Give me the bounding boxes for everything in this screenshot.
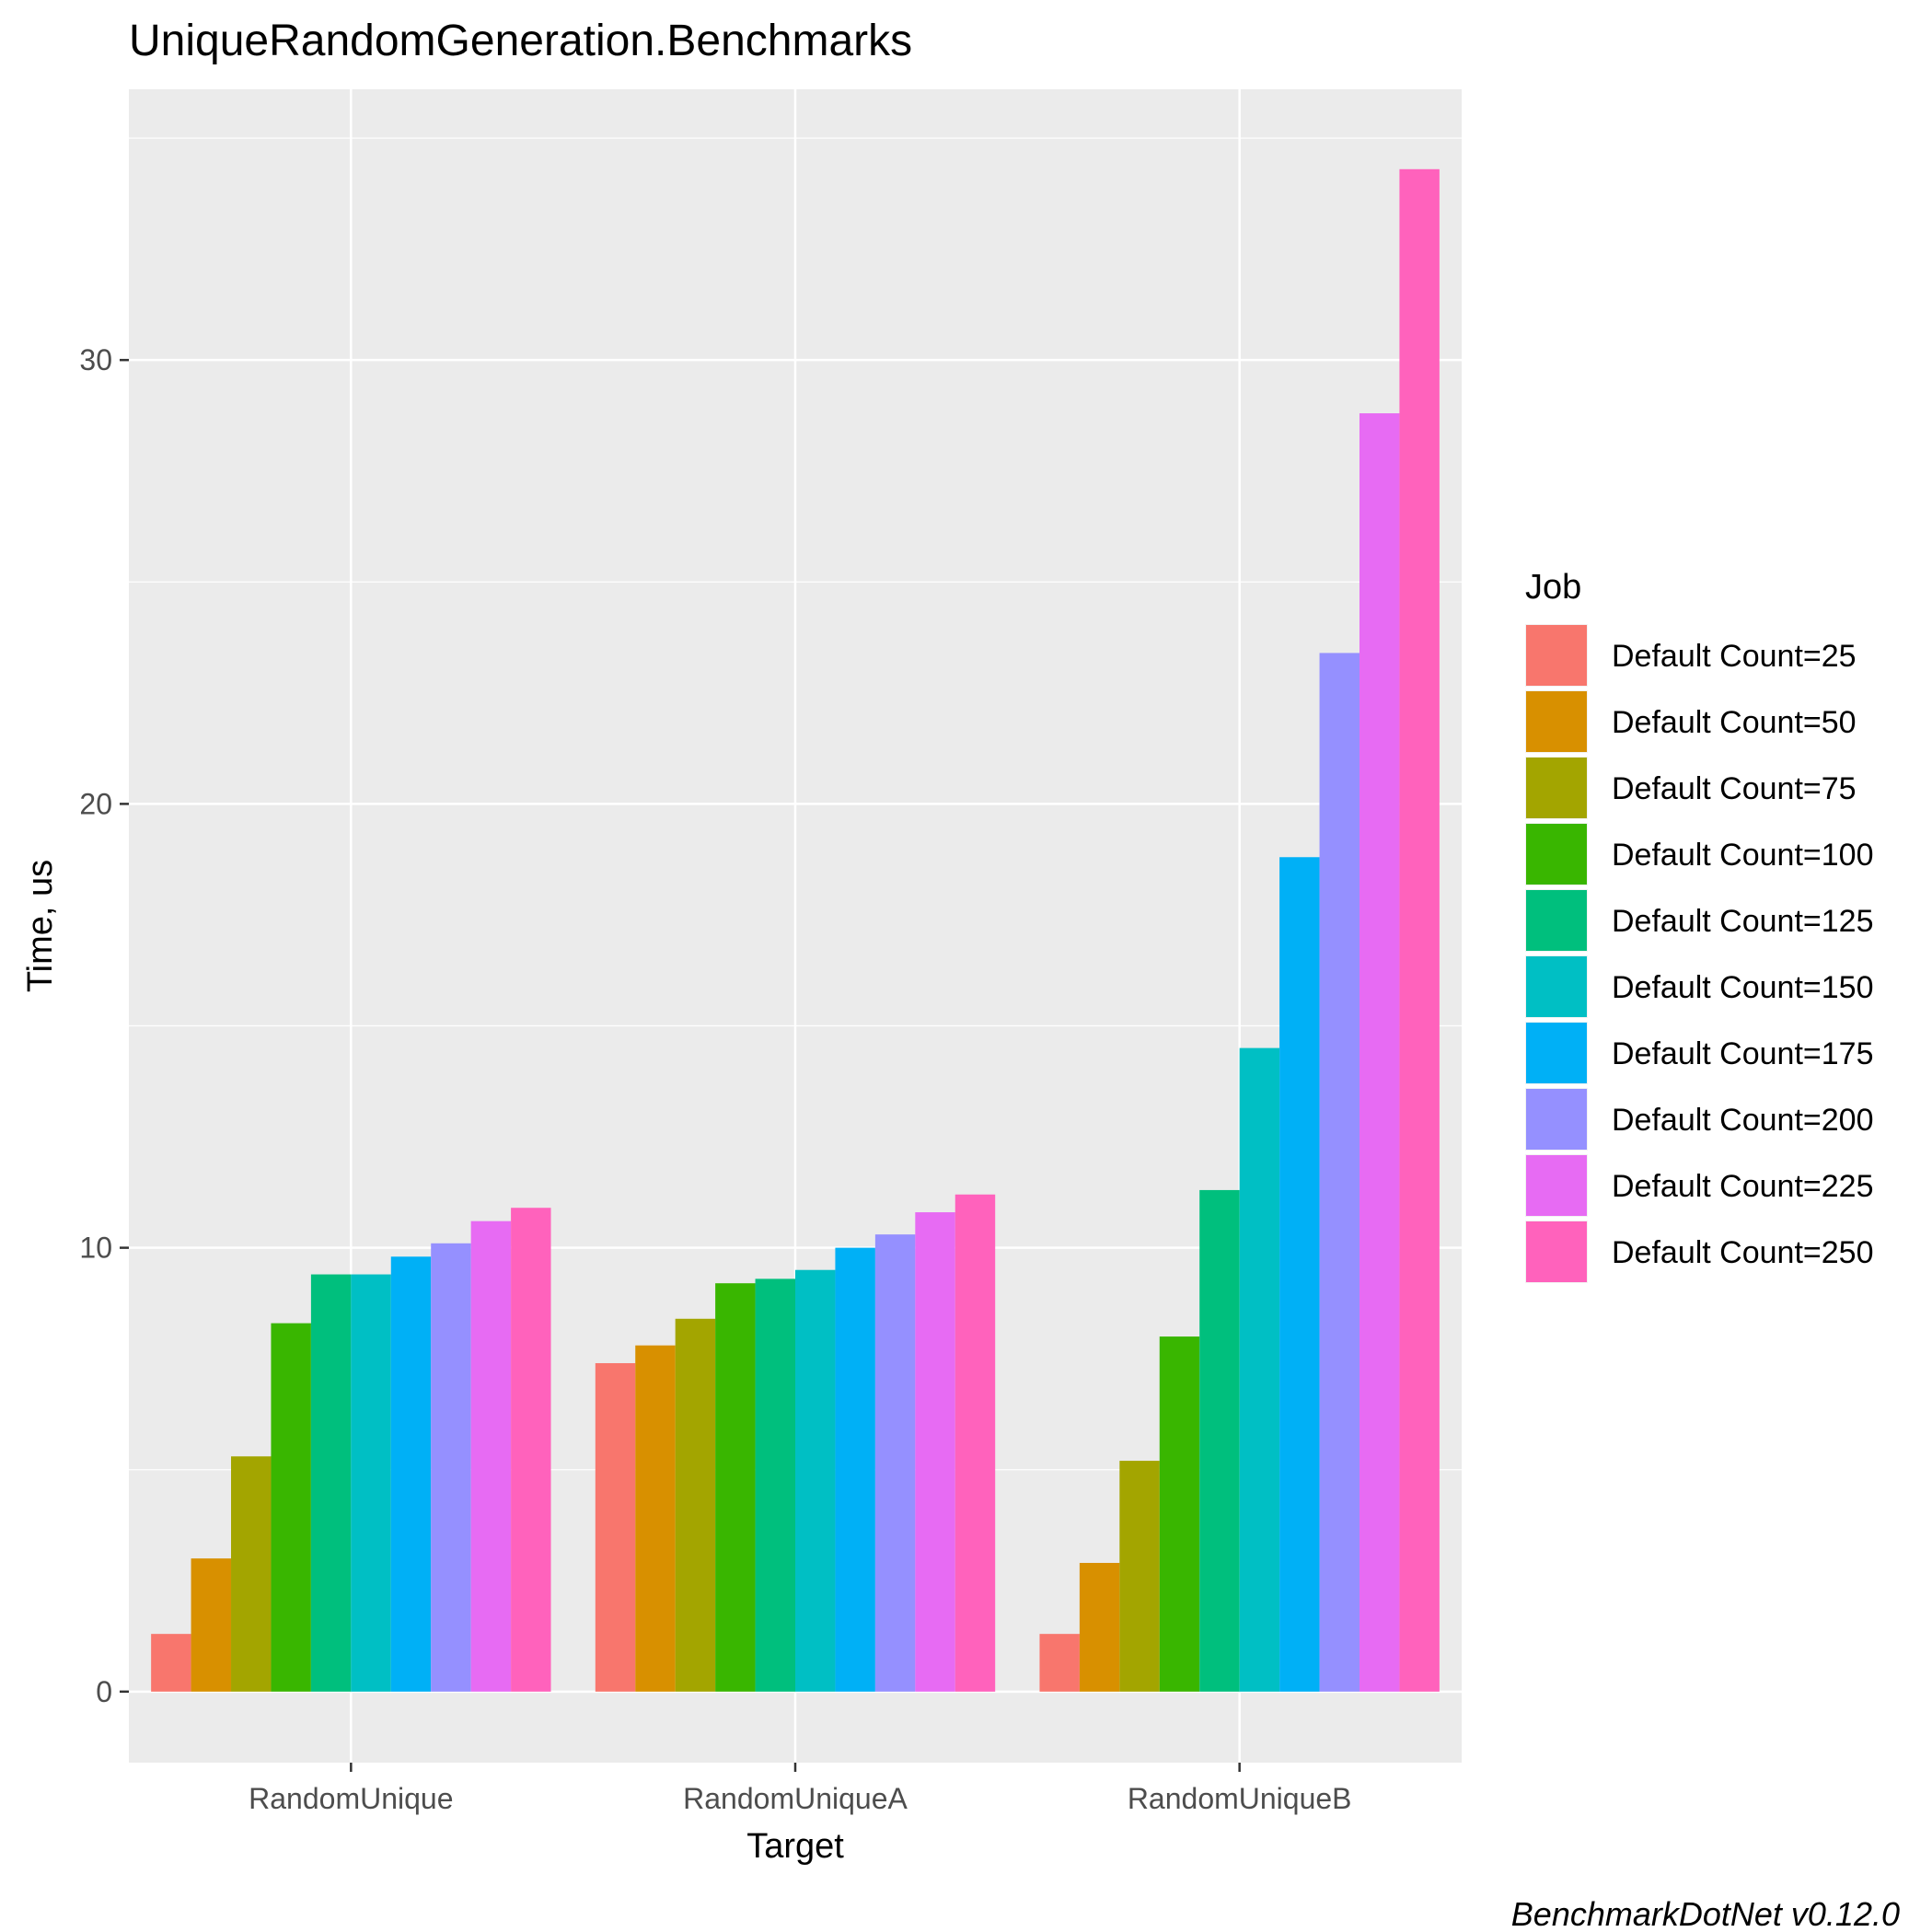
bar — [511, 1208, 551, 1692]
bar — [795, 1269, 836, 1692]
legend-swatch — [1526, 1089, 1587, 1150]
bar — [1319, 653, 1359, 1692]
bar — [635, 1345, 676, 1692]
y-tick-label: 0 — [96, 1675, 112, 1708]
x-tick-label: RandomUniqueA — [683, 1782, 908, 1815]
bar — [1039, 1634, 1080, 1692]
legend-label: Default Count=75 — [1612, 771, 1857, 806]
legend-label: Default Count=150 — [1612, 970, 1873, 1005]
legend-title: Job — [1525, 568, 1581, 607]
legend-swatch — [1526, 956, 1587, 1017]
bar — [874, 1234, 916, 1692]
bar — [191, 1558, 232, 1692]
legend-label: Default Count=225 — [1612, 1169, 1873, 1204]
y-axis: 0 10 20 30 — [79, 343, 129, 1708]
bar — [1199, 1189, 1240, 1692]
legend-label: Default Count=250 — [1612, 1235, 1873, 1270]
legend-swatch — [1526, 1155, 1587, 1216]
x-tick-label: RandomUniqueB — [1128, 1782, 1352, 1815]
bar — [1079, 1562, 1120, 1692]
bar — [1159, 1336, 1200, 1692]
legend-swatch — [1526, 1221, 1587, 1282]
legend-swatch — [1526, 824, 1587, 885]
legend-swatch — [1526, 1023, 1587, 1083]
legend-swatch — [1526, 691, 1587, 752]
bar — [351, 1274, 391, 1692]
bar — [835, 1247, 875, 1692]
y-tick-label: 30 — [79, 343, 112, 376]
bar — [431, 1243, 471, 1692]
chart-title: UniqueRandomGeneration.Benchmarks — [129, 17, 912, 65]
y-axis-label: Time, us — [21, 860, 60, 992]
bar — [390, 1256, 432, 1692]
caption: BenchmarkDotNet v0.12.0 — [1511, 1895, 1900, 1932]
legend-label: Default Count=175 — [1612, 1036, 1873, 1071]
x-axis: RandomUnique RandomUniqueA RandomUniqueB — [249, 1763, 1352, 1815]
legend-swatch — [1526, 625, 1587, 686]
x-axis-label: Target — [746, 1827, 844, 1866]
bar — [1359, 413, 1400, 1692]
legend-label: Default Count=25 — [1612, 639, 1857, 674]
bar — [1279, 857, 1320, 1692]
legend-swatch — [1526, 890, 1587, 951]
bar — [755, 1278, 795, 1692]
bar — [954, 1194, 996, 1692]
bar — [1399, 168, 1440, 1692]
bar — [675, 1318, 716, 1692]
legend-label: Default Count=50 — [1612, 705, 1857, 740]
legend-label: Default Count=100 — [1612, 838, 1873, 873]
legend-swatch — [1526, 758, 1587, 818]
bar — [595, 1362, 636, 1692]
legend-label: Default Count=125 — [1612, 904, 1873, 939]
bar — [271, 1323, 311, 1692]
bar — [231, 1456, 272, 1692]
legend-label: Default Count=200 — [1612, 1103, 1873, 1138]
y-tick-label: 10 — [79, 1232, 112, 1265]
y-tick-label: 20 — [79, 787, 112, 820]
bar — [151, 1634, 191, 1692]
bar — [715, 1283, 756, 1692]
x-tick-label: RandomUnique — [249, 1782, 453, 1815]
legend: Job Default Count=25 Default Count=50 Defa… — [1525, 568, 1873, 1283]
bar — [915, 1212, 955, 1692]
bar — [470, 1221, 512, 1692]
bars — [151, 168, 1440, 1692]
bar — [310, 1274, 352, 1692]
bar — [1239, 1047, 1280, 1692]
bar — [1119, 1461, 1160, 1692]
